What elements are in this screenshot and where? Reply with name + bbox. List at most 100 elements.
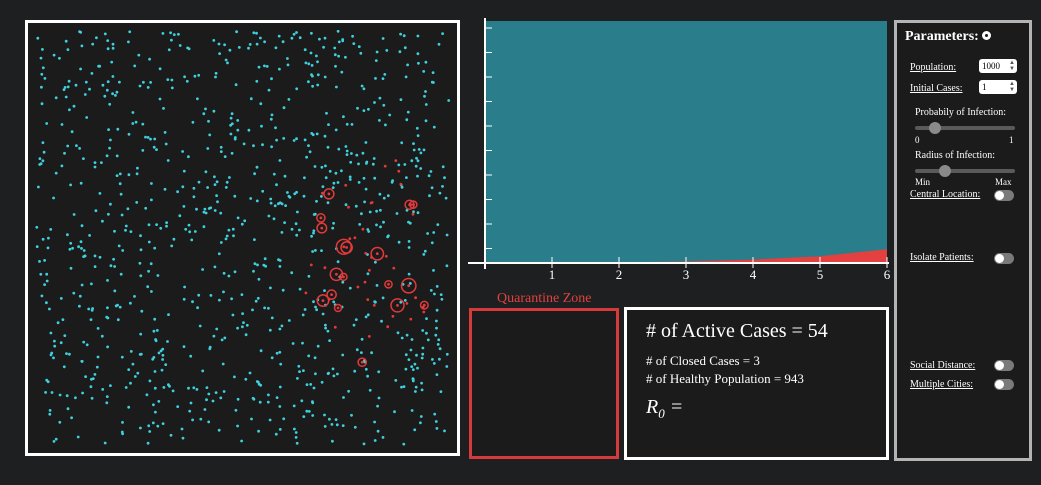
healthy-particle — [140, 309, 144, 313]
healthy-particle — [410, 159, 414, 163]
radius-slider[interactable] — [915, 165, 1015, 177]
infection-radius-ring — [333, 303, 343, 313]
healthy-particle — [437, 42, 441, 46]
healthy-particle — [69, 183, 72, 187]
healthy-particle — [213, 265, 217, 269]
stepper-arrows-icon[interactable]: ▲ ▼ — [1009, 60, 1015, 72]
healthy-particle — [115, 90, 119, 94]
healthy-particle — [309, 383, 313, 386]
infection-radius-ring — [323, 188, 335, 200]
isolate-patients-label: Isolate Patients: — [910, 252, 974, 263]
healthy-particle — [296, 377, 299, 380]
x-tick-label: 2 — [616, 267, 623, 282]
stepper-arrows-icon[interactable]: ▲ ▼ — [1009, 81, 1015, 93]
healthy-particle — [394, 379, 398, 382]
closed-cases-text: # of Closed Cases = 3 — [646, 353, 760, 368]
healthy-particle — [127, 405, 131, 409]
healthy-particle — [90, 396, 94, 400]
healthy-particle — [336, 260, 340, 264]
healthy-particle — [237, 46, 241, 49]
healthy-particle — [280, 231, 284, 234]
initial-cases-input[interactable]: 1 ▲ ▼ — [979, 80, 1017, 94]
healthy-particle — [324, 323, 327, 327]
healthy-particle — [193, 74, 197, 78]
healthy-particle — [313, 165, 317, 168]
healthy-particle — [381, 37, 385, 40]
healthy-particle — [233, 137, 237, 141]
healthy-particle — [417, 148, 421, 151]
x-tick-label: 1 — [549, 267, 556, 282]
healthy-particle — [48, 412, 52, 416]
infected-particle — [384, 254, 388, 258]
healthy-particle — [269, 197, 273, 201]
radius-min-label: Min — [915, 177, 931, 187]
healthy-particle — [240, 222, 244, 226]
healthy-particle — [324, 176, 328, 180]
isolate-patients-toggle[interactable] — [994, 253, 1014, 264]
healthy-particle — [283, 221, 286, 225]
probability-slider-thumb[interactable] — [929, 122, 941, 134]
healthy-particle — [191, 418, 195, 422]
healthy-particle — [257, 429, 260, 433]
healthy-particle — [217, 42, 221, 46]
healthy-particle — [236, 128, 240, 132]
infected-particle — [396, 304, 399, 307]
healthy-particle — [307, 62, 311, 66]
healthy-particle — [241, 312, 245, 315]
healthy-particle — [294, 431, 298, 434]
infected-particle — [411, 212, 415, 216]
healthy-particle — [45, 122, 49, 125]
healthy-particle — [405, 208, 409, 212]
healthy-particle — [347, 389, 350, 393]
healthy-particle — [142, 80, 145, 84]
healthy-particle — [399, 32, 402, 36]
healthy-particle — [316, 344, 320, 348]
infected-particle — [361, 227, 365, 231]
healthy-particle — [265, 65, 269, 68]
healthy-particle — [147, 223, 151, 227]
healthy-particle — [158, 97, 162, 101]
healthy-particle — [146, 86, 150, 89]
healthy-particle — [197, 73, 201, 77]
healthy-particle — [81, 391, 84, 395]
healthy-particle — [295, 31, 298, 34]
healthy-particle — [267, 214, 271, 218]
healthy-particle — [182, 297, 186, 301]
healthy-particle — [64, 39, 68, 43]
social-distance-toggle[interactable] — [994, 360, 1014, 371]
infected-particle — [309, 263, 313, 267]
healthy-particle — [48, 307, 51, 311]
healthy-particle — [147, 424, 151, 428]
healthy-particle — [215, 180, 219, 184]
healthy-particle — [141, 149, 145, 152]
population-input[interactable]: 1000 ▲ ▼ — [979, 59, 1017, 73]
infected-particle — [409, 317, 413, 321]
healthy-particle — [270, 113, 274, 117]
infection-radius-ring — [390, 298, 405, 313]
healthy-particle — [429, 170, 433, 173]
healthy-particle — [222, 290, 225, 294]
healthy-particle — [255, 31, 258, 35]
healthy-particle — [368, 210, 372, 214]
healthy-particle — [113, 289, 117, 293]
healthy-particle — [263, 257, 267, 261]
probability-slider[interactable] — [915, 122, 1015, 134]
healthy-particle — [106, 47, 110, 51]
central-location-toggle[interactable] — [994, 190, 1014, 201]
gear-icon[interactable] — [981, 31, 991, 41]
radius-slider-thumb[interactable] — [939, 165, 951, 177]
healthy-particle — [409, 348, 413, 352]
multiple-cities-toggle[interactable] — [994, 379, 1014, 390]
healthy-particle — [83, 93, 87, 96]
healthy-particle — [278, 265, 282, 268]
healthy-particle — [278, 327, 282, 331]
healthy-particle — [165, 224, 168, 228]
healthy-particle — [89, 318, 93, 321]
healthy-particle — [302, 369, 305, 372]
healthy-particle — [372, 157, 376, 160]
healthy-particle — [367, 107, 370, 111]
healthy-particle — [216, 200, 219, 204]
healthy-particle — [93, 161, 97, 165]
healthy-particle — [403, 299, 407, 302]
healthy-particle — [172, 33, 176, 36]
